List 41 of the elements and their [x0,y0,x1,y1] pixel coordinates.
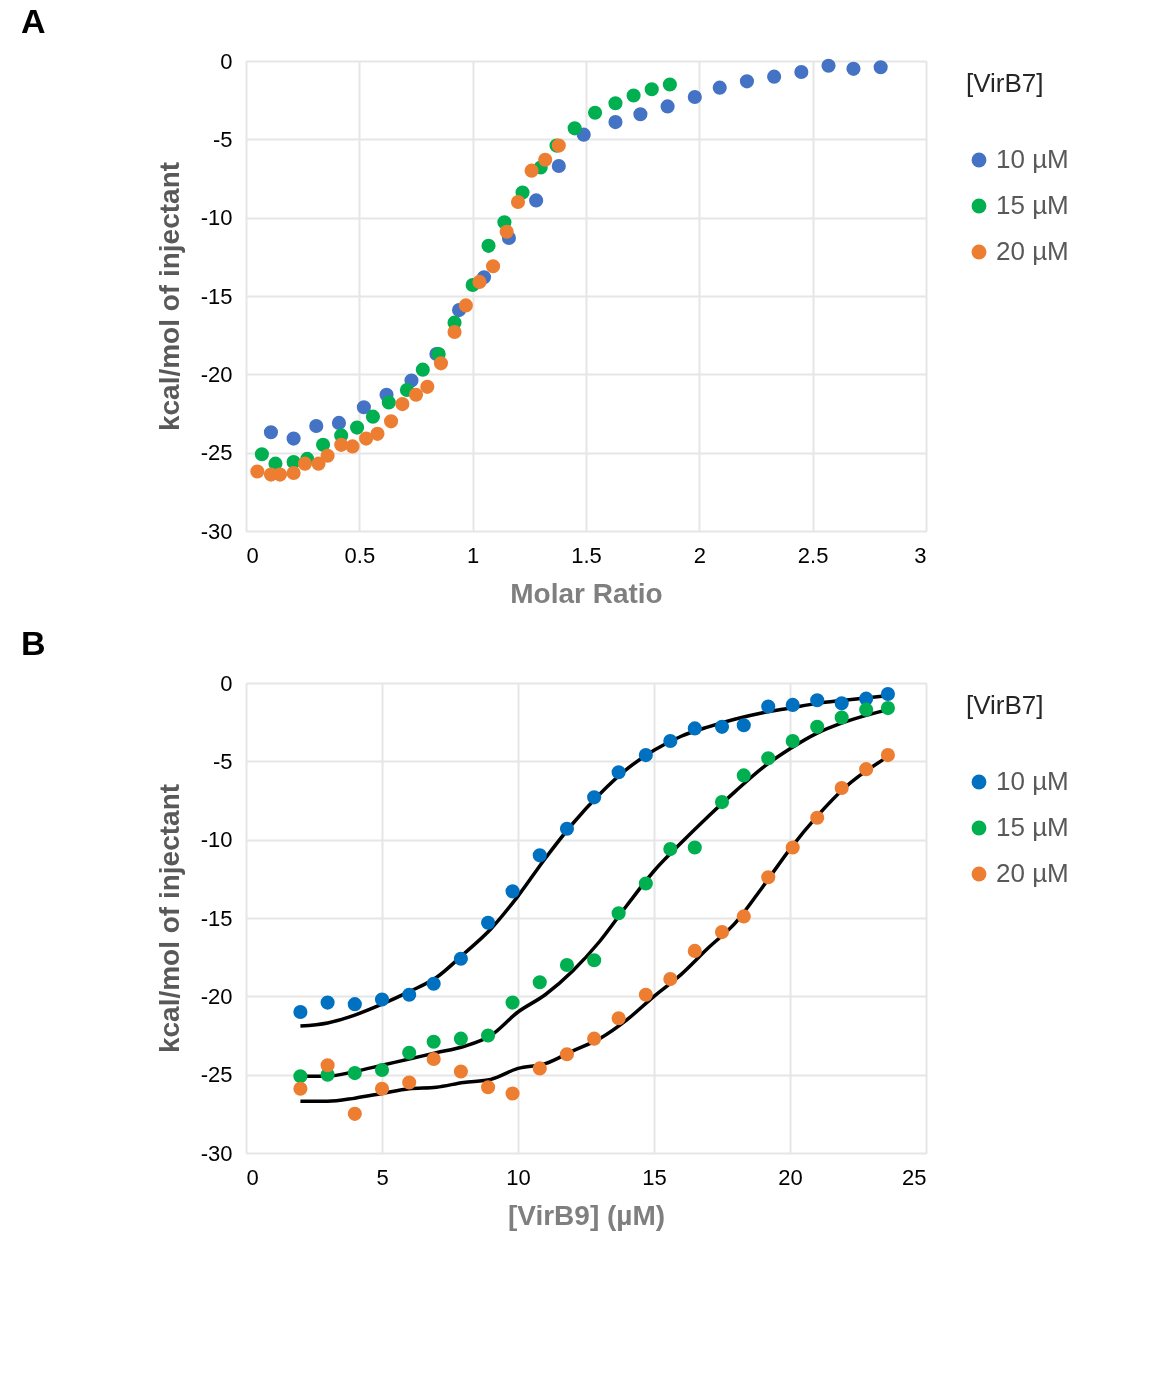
legend-label: 20 µM [996,858,1069,888]
legend-label: 10 µM [996,766,1069,796]
x-tick-label: 1.5 [571,542,602,568]
y-tick-label: -5 [212,126,233,152]
x-tick-label: 0 [246,1164,259,1190]
x-tick-label: 1 [467,542,480,568]
y-tick-label: -5 [212,748,233,774]
x-tick-label: 0 [246,542,259,568]
y-tick-label: -10 [200,827,233,853]
x-tick-label: 3 [914,542,927,568]
x-axis-title: [VirB9] (µM) [507,1199,666,1231]
y-tick-label: 0 [220,48,233,74]
y-tick-label: -25 [200,440,233,466]
x-tick-label: 0.5 [344,542,376,568]
legend-title: [VirB7] [966,690,1044,720]
y-tick-label: -10 [200,205,233,231]
legend-label: 15 µM [996,812,1069,842]
y-axis-title: kcal/mol of injectant [153,783,185,1054]
chart-title: A [21,2,46,40]
y-tick-label: -15 [200,905,233,931]
y-axis-title: kcal/mol of injectant [153,161,185,432]
legend-label: 20 µM [996,236,1069,266]
x-tick-label: 2.5 [797,542,829,568]
x-tick-label: 10 [506,1164,531,1190]
x-tick-label: 2 [693,542,706,568]
y-tick-label: 0 [220,670,233,696]
y-tick-label: -20 [200,983,233,1009]
x-tick-label: 20 [778,1164,803,1190]
y-tick-label: -15 [200,283,233,309]
legend-label: 10 µM [996,144,1069,174]
y-tick-label: -25 [200,1062,233,1088]
x-tick-label: 15 [642,1164,667,1190]
x-axis-title: Molar Ratio [510,577,663,609]
y-tick-label: -30 [200,1140,233,1166]
y-tick-label: -20 [200,361,233,387]
y-tick-label: -30 [200,518,233,544]
legend-title: [VirB7] [966,68,1044,98]
legend-label: 15 µM [996,190,1069,220]
x-tick-label: 25 [902,1164,927,1190]
chart-title: B [21,624,46,662]
x-tick-label: 5 [376,1164,389,1190]
